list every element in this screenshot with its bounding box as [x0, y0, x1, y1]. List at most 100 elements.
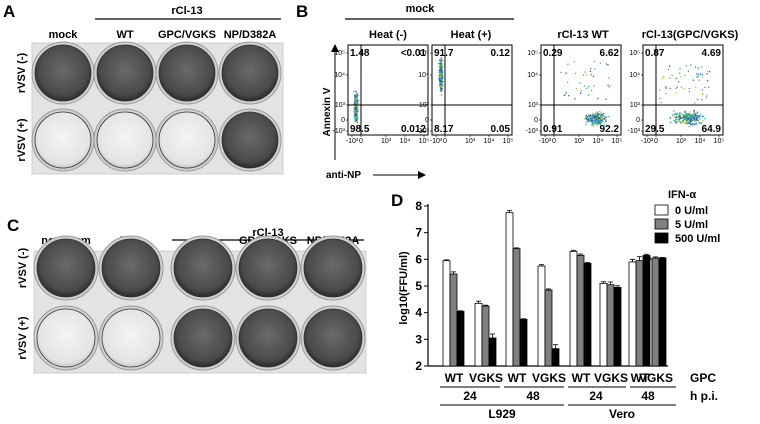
flow-event	[600, 117, 602, 119]
bar	[449, 273, 458, 367]
flow-event	[687, 122, 689, 125]
flow-event	[688, 88, 690, 90]
flow-event	[665, 87, 667, 89]
flow-event	[669, 116, 671, 119]
flow-event	[680, 86, 683, 88]
column-label: Heat (+)	[451, 29, 492, 41]
bar	[658, 257, 667, 367]
flow-event	[700, 122, 703, 124]
flow-event	[440, 84, 442, 86]
bar	[505, 212, 514, 367]
x-tick-label: -10³	[641, 138, 654, 145]
flow-event	[597, 124, 599, 126]
flow-event	[440, 61, 442, 63]
flow-event	[592, 123, 594, 125]
flow-event	[438, 83, 441, 85]
flow-event	[440, 71, 443, 73]
flow-event	[679, 121, 682, 123]
flow-event	[586, 87, 588, 90]
flow-event	[708, 86, 710, 89]
well	[173, 238, 233, 298]
cell-label: Vero	[609, 407, 635, 421]
legend-title: IFN-α	[668, 189, 696, 201]
flow-event	[706, 80, 709, 82]
y-tick-label: 10³	[630, 102, 641, 109]
flow-event	[673, 110, 675, 112]
y-tick-label: 3	[415, 332, 422, 346]
panel-letter: B	[296, 2, 308, 21]
flow-event	[594, 116, 596, 118]
flow-event	[682, 118, 684, 120]
flow-event	[564, 93, 567, 95]
quadrant-ll: 0.91	[543, 124, 563, 135]
legend-swatch	[654, 218, 669, 230]
flow-event	[679, 112, 681, 114]
flow-event	[691, 116, 693, 119]
gpc-row-label: GPC	[690, 371, 716, 385]
quadrant-ur: 0.12	[491, 48, 511, 59]
column-label: Heat (-)	[369, 29, 407, 41]
time-label: 48	[526, 389, 540, 403]
flow-event	[441, 83, 444, 86]
flow-event	[699, 73, 702, 75]
flow-event	[593, 125, 595, 127]
flow-event	[596, 112, 599, 114]
flow-event	[356, 105, 359, 108]
flow-event	[663, 76, 665, 78]
flow-event	[676, 119, 679, 121]
flow-event	[694, 114, 697, 117]
flow-event	[695, 112, 697, 115]
panel-letter: C	[7, 216, 19, 235]
legend-swatch	[654, 232, 669, 244]
y-tick-label: 10³	[419, 102, 430, 109]
flow-event	[700, 114, 702, 116]
quadrant-lr: 0.05	[491, 124, 511, 135]
flow-event	[603, 124, 606, 126]
quadrant-ul: 0.29	[543, 48, 563, 59]
flow-event	[696, 119, 698, 121]
bar	[569, 250, 578, 367]
x-tick-label: -10³	[539, 138, 552, 145]
flow-event	[686, 120, 688, 122]
panel-letter: D	[391, 191, 403, 210]
y-tick-label: 4	[415, 306, 422, 320]
flow-event	[679, 117, 682, 120]
flow-event	[681, 122, 683, 124]
flow-event	[677, 114, 680, 116]
flow-event	[440, 82, 442, 85]
flow-event	[354, 112, 356, 115]
flow-event	[601, 120, 604, 122]
flow-event	[685, 65, 688, 67]
group-label: rCl-13	[171, 5, 202, 17]
legend-label: 500 U/ml	[675, 233, 720, 245]
flow-event	[441, 88, 443, 90]
y-tick-label: -10³	[526, 128, 539, 135]
flow-event	[689, 111, 691, 113]
y-tick-label: 0	[636, 117, 640, 124]
flow-event	[439, 73, 442, 75]
flow-event	[689, 120, 692, 122]
flow-event	[589, 114, 592, 117]
flow-event	[702, 119, 704, 122]
flow-event	[591, 119, 593, 121]
bar	[537, 265, 546, 367]
flow-event	[605, 116, 608, 118]
flow-event	[708, 71, 711, 73]
flow-event	[693, 109, 695, 112]
x-tick-label: -10³	[346, 138, 359, 145]
well	[221, 111, 279, 169]
flow-event	[696, 98, 699, 101]
flow-event	[441, 81, 443, 83]
flow-event	[589, 70, 591, 73]
flow-event	[356, 115, 359, 118]
flow-event	[597, 120, 599, 122]
flow-event	[593, 85, 595, 87]
flow-event	[688, 115, 691, 118]
well	[303, 238, 363, 298]
flow-event	[582, 74, 585, 76]
flow-event	[667, 68, 670, 71]
flow-event	[688, 113, 690, 115]
flow-event	[678, 114, 681, 117]
flow-event	[597, 113, 600, 115]
